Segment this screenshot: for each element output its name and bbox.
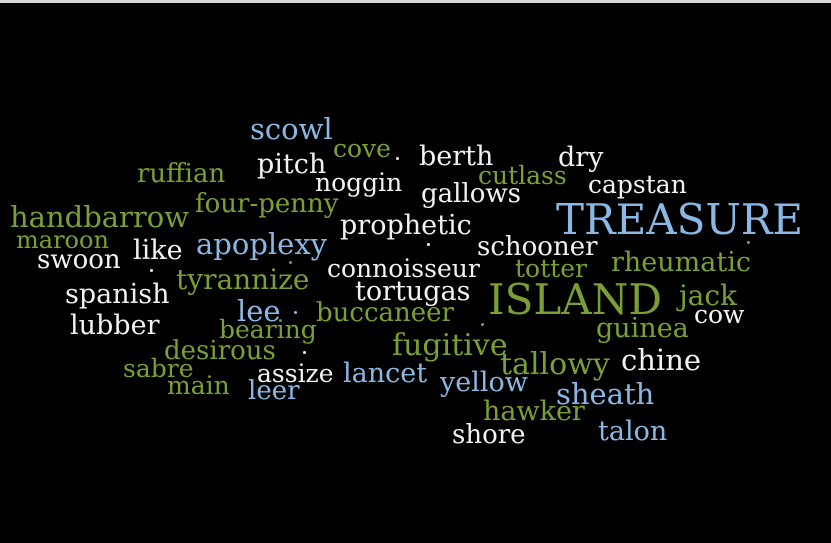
dot — [481, 323, 484, 326]
dot — [747, 241, 750, 244]
word-pitch: pitch — [257, 149, 327, 180]
word-apoplexy: apoplexy — [196, 227, 328, 261]
word-cutlass: cutlass — [478, 161, 567, 190]
word-scowl: scowl — [250, 112, 333, 146]
word-four-penny: four-penny — [195, 189, 339, 219]
word-lancet: lancet — [343, 358, 428, 389]
word-ruffian: ruffian — [137, 159, 226, 189]
word-spanish: spanish — [65, 279, 170, 310]
top-border — [0, 0, 831, 3]
word-cow: cow — [694, 300, 745, 329]
word-buccaneer: buccaneer — [316, 298, 454, 328]
dot — [427, 243, 430, 246]
word-chine: chine — [621, 343, 702, 377]
word-sheath: sheath — [556, 377, 655, 411]
word-berth: berth — [419, 141, 494, 172]
word-cove: cove — [333, 134, 391, 163]
word-dry: dry — [558, 142, 604, 173]
word-hawker: hawker — [483, 396, 585, 427]
word-leer: leer — [248, 376, 300, 406]
dot — [303, 351, 306, 354]
word-yellow: yellow — [440, 367, 528, 398]
word-schooner: schooner — [477, 232, 598, 262]
word-rheumatic: rheumatic — [611, 247, 751, 278]
word-noggin: noggin — [315, 168, 403, 197]
dot — [294, 311, 297, 314]
word-connoisseur: connoisseur — [327, 254, 480, 283]
word-island: ISLAND — [488, 275, 663, 324]
word-maroon: maroon — [16, 226, 109, 254]
word-tortugas: tortugas — [355, 276, 471, 307]
word-prophetic: prophetic — [340, 210, 472, 241]
word-fugitive: fugitive — [392, 328, 508, 363]
word-treasure: TREASURE — [556, 195, 804, 244]
word-guinea: guinea — [596, 313, 689, 344]
word-sabre: sabre — [123, 354, 194, 383]
word-handbarrow: handbarrow — [10, 200, 190, 234]
word-capstan: capstan — [588, 170, 687, 199]
word-assize: assize — [257, 359, 334, 388]
word-lee: lee — [237, 294, 281, 328]
word-desirous: desirous — [164, 336, 276, 366]
word-totter: totter — [515, 254, 587, 283]
word-lubber: lubber — [70, 310, 160, 341]
dot — [396, 157, 399, 160]
word-like: like — [133, 235, 183, 266]
word-bearing: bearing — [219, 315, 317, 344]
word-tallowy: tallowy — [500, 347, 610, 382]
word-gallows: gallows — [421, 179, 522, 209]
dot — [222, 330, 225, 333]
word-main: main — [167, 371, 230, 400]
word-talon: talon — [598, 416, 668, 447]
dot — [289, 261, 292, 264]
word-tyrannize: tyrannize — [176, 263, 310, 296]
word-swoon: swoon — [37, 245, 121, 275]
dot — [150, 269, 153, 272]
word-jack: jack — [679, 279, 738, 312]
word-shore: shore — [452, 420, 526, 450]
